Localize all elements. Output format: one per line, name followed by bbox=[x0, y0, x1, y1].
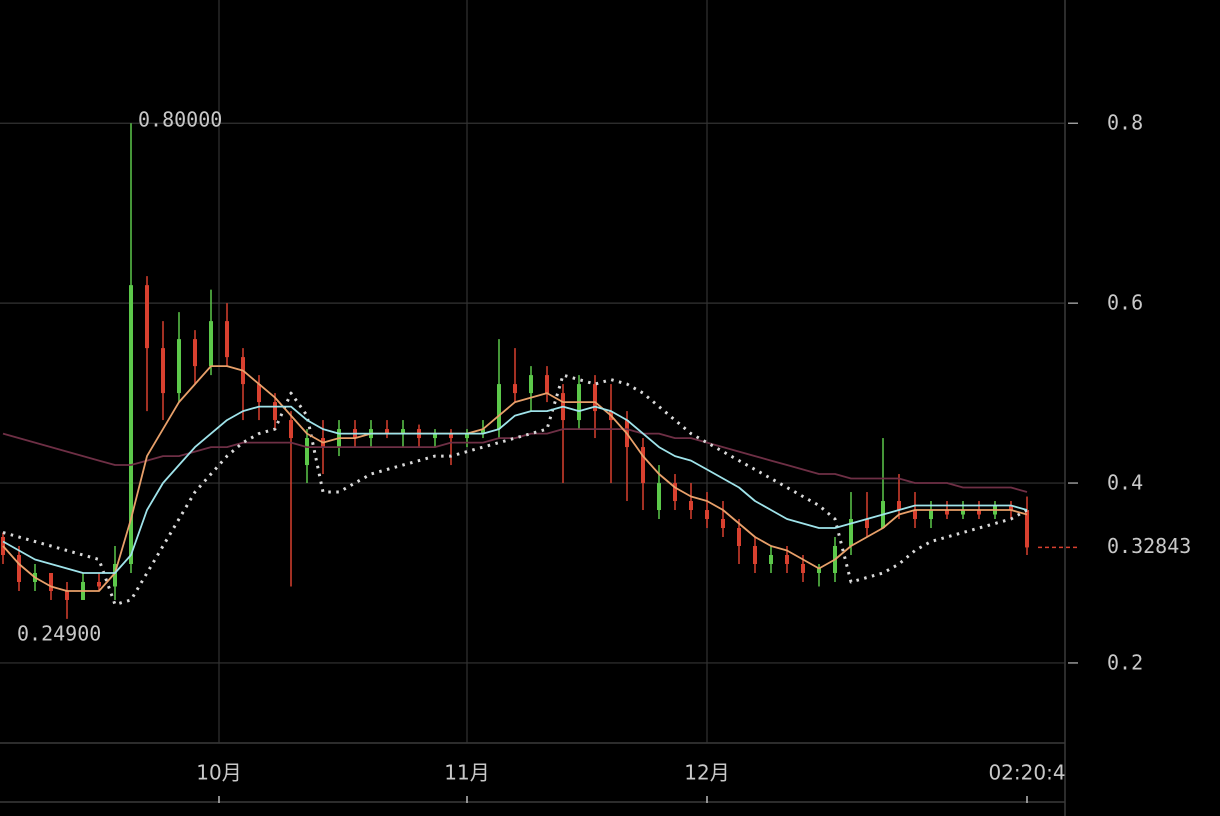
y-tick-label: 0.8 bbox=[1107, 111, 1143, 135]
candle-body bbox=[961, 510, 965, 515]
candle-body bbox=[65, 590, 69, 600]
candle-body bbox=[865, 519, 869, 529]
candle-body bbox=[817, 568, 821, 573]
candle-body bbox=[49, 572, 53, 591]
x-tick-label: 02:20:4 bbox=[988, 761, 1065, 785]
y-tick-label: 0.4 bbox=[1107, 471, 1143, 495]
candle-body bbox=[465, 433, 469, 439]
candle-body bbox=[929, 510, 933, 520]
candle-body bbox=[225, 321, 229, 358]
candle-body bbox=[545, 375, 549, 394]
extreme-label: 0.24900 bbox=[17, 621, 101, 645]
candle-body bbox=[273, 402, 277, 421]
candle-body bbox=[161, 348, 165, 394]
candle-body bbox=[193, 339, 197, 367]
x-tick-label: 10月 bbox=[196, 761, 241, 785]
extreme-label: 0.80000 bbox=[138, 108, 222, 132]
candle-body bbox=[897, 501, 901, 511]
candle-body bbox=[113, 563, 117, 587]
indicator-line bbox=[2, 365, 1028, 592]
candle-body bbox=[1009, 505, 1013, 511]
y-tick-label: 0.2 bbox=[1107, 650, 1143, 674]
candle-body bbox=[209, 321, 213, 367]
candle-body bbox=[497, 384, 501, 430]
candle-body bbox=[721, 519, 725, 529]
x-tick-label: 11月 bbox=[444, 761, 489, 785]
candle-body bbox=[513, 384, 517, 394]
last-price-label: 0.32843 bbox=[1107, 534, 1191, 558]
candle-body bbox=[177, 339, 181, 394]
candle-body bbox=[801, 563, 805, 573]
indicator-line bbox=[2, 428, 1028, 493]
candle-body bbox=[449, 433, 453, 439]
candle-body bbox=[305, 438, 309, 466]
candle-body bbox=[705, 510, 709, 520]
x-tick-label: 12月 bbox=[684, 761, 729, 785]
candle-body bbox=[657, 483, 661, 511]
candle-body bbox=[769, 555, 773, 564]
candle-body bbox=[641, 447, 645, 484]
candle-body bbox=[753, 546, 757, 564]
candle-body bbox=[945, 510, 949, 515]
candle-body bbox=[737, 528, 741, 547]
candle-body bbox=[913, 510, 917, 520]
candle-body bbox=[97, 581, 101, 587]
candle-body bbox=[401, 429, 405, 434]
candle-body bbox=[481, 429, 485, 434]
candle-body bbox=[145, 285, 149, 349]
candle-body bbox=[385, 429, 389, 434]
indicator-line bbox=[2, 405, 1028, 574]
candle-body bbox=[977, 510, 981, 515]
candle-body bbox=[673, 483, 677, 502]
candle-body bbox=[1025, 510, 1029, 548]
candle-body bbox=[785, 555, 789, 564]
candle-body bbox=[849, 519, 853, 547]
candle-body bbox=[593, 384, 597, 412]
candle-body bbox=[433, 433, 437, 439]
candle-body bbox=[529, 375, 533, 394]
candle-body bbox=[257, 384, 261, 403]
candle-body bbox=[17, 555, 21, 582]
candle-body bbox=[129, 285, 133, 564]
candle-body bbox=[289, 420, 293, 439]
candle-body bbox=[689, 501, 693, 511]
y-tick-label: 0.6 bbox=[1107, 291, 1143, 315]
